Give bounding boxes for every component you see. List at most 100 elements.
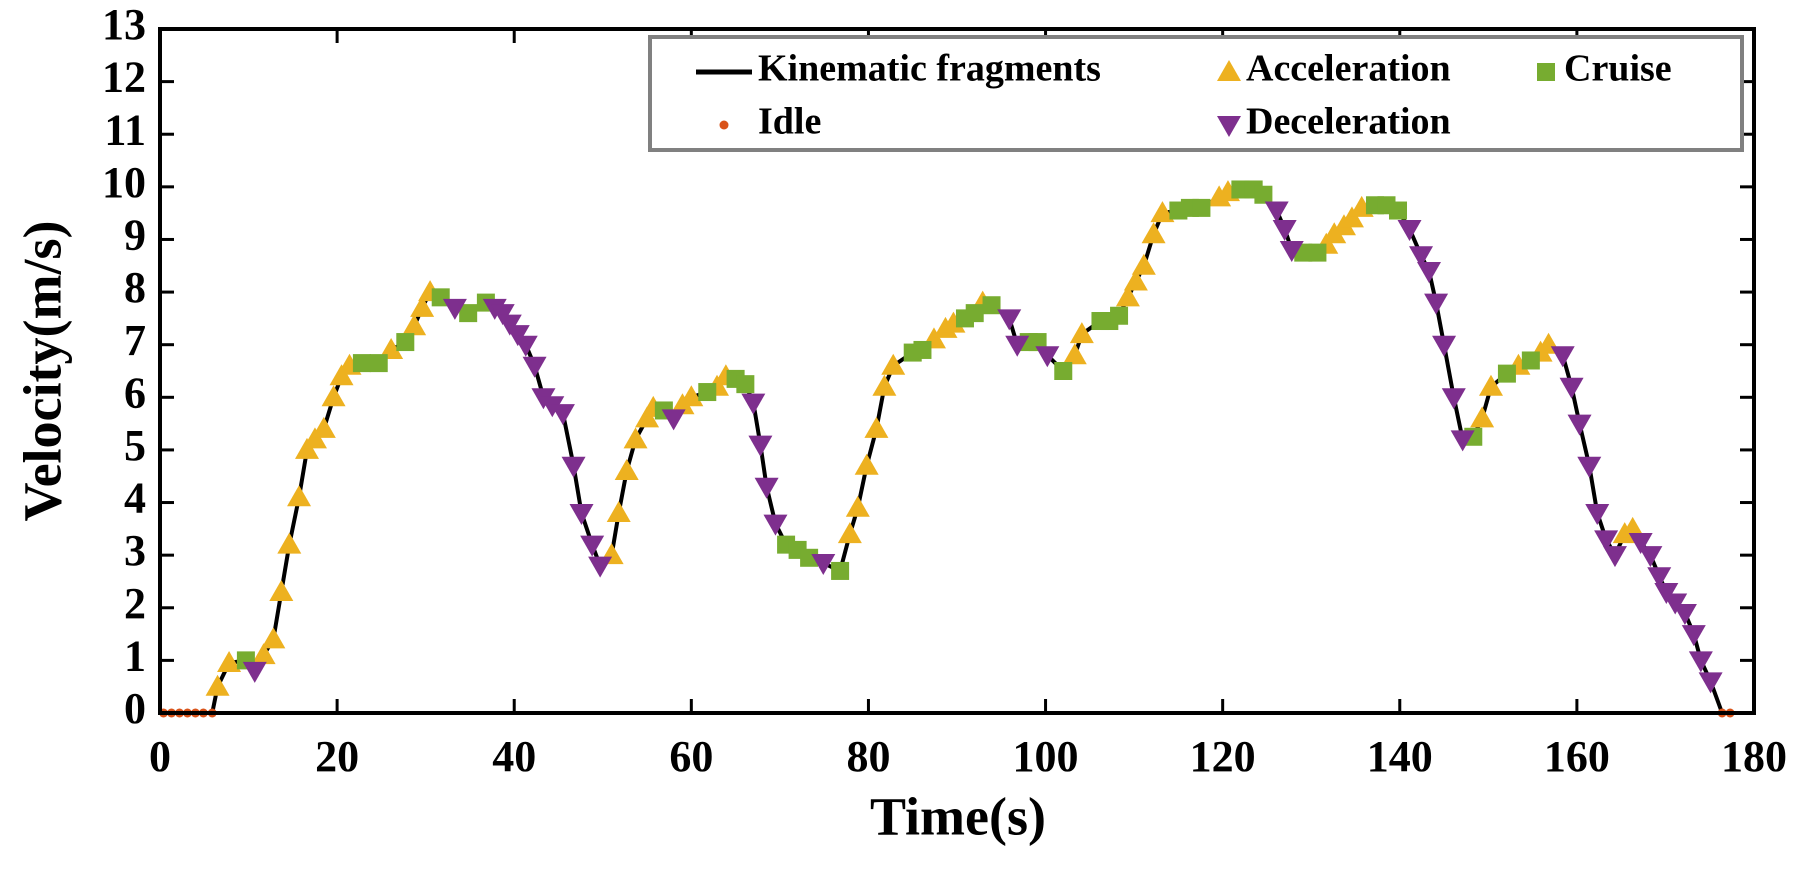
marker [997, 309, 1022, 331]
marker [588, 556, 613, 578]
y-tick-label: 3 [124, 526, 146, 575]
marker [837, 522, 862, 544]
x-axis-label: Time(s) [870, 786, 1046, 846]
marker [1397, 219, 1422, 241]
x-tick-label: 20 [315, 732, 359, 781]
legend-marker [1217, 116, 1241, 137]
y-tick-label: 13 [102, 0, 146, 49]
marker [569, 504, 594, 526]
legend-label: Kinematic fragments [758, 48, 1101, 90]
marker [1663, 593, 1688, 615]
marker [1115, 285, 1140, 307]
marker [369, 354, 388, 373]
marker [811, 554, 836, 576]
marker [410, 295, 435, 317]
marker [1647, 567, 1672, 589]
marker [913, 340, 932, 359]
marker [1308, 243, 1327, 262]
marker [635, 406, 660, 428]
marker [540, 396, 565, 418]
marker [269, 579, 294, 601]
marker [329, 364, 354, 386]
y-tick-label: 4 [124, 474, 146, 523]
marker [1594, 530, 1619, 552]
x-tick-label: 40 [492, 732, 536, 781]
legend-marker [1217, 60, 1241, 81]
marker [1559, 377, 1584, 399]
marker [1550, 346, 1575, 368]
marker [580, 535, 605, 557]
marker [941, 311, 966, 333]
marker [217, 651, 242, 673]
marker [1441, 388, 1466, 410]
y-tick-label: 7 [124, 316, 146, 365]
y-tick-label: 8 [124, 263, 146, 312]
legend-label: Cruise [1564, 48, 1672, 90]
marker [513, 335, 538, 357]
x-tick-label: 0 [149, 732, 171, 781]
legend-label: Deceleration [1246, 101, 1451, 143]
marker [1577, 456, 1602, 478]
marker [490, 304, 515, 326]
y-tick-label: 10 [102, 158, 146, 207]
marker [1035, 346, 1060, 368]
legend-marker [719, 120, 729, 130]
marker [1654, 582, 1679, 604]
y-tick-label: 9 [124, 211, 146, 260]
marker [1432, 335, 1457, 357]
marker [396, 333, 415, 352]
marker [277, 532, 302, 554]
marker [1264, 201, 1289, 223]
marker [321, 385, 346, 407]
marker [1672, 604, 1697, 626]
marker [982, 296, 1001, 315]
marker [295, 437, 320, 459]
marker [1141, 222, 1166, 244]
marker [1272, 219, 1297, 241]
marker [1567, 414, 1592, 436]
marker [754, 477, 779, 499]
marker [1681, 625, 1706, 647]
marker [661, 409, 686, 431]
marker [736, 375, 755, 394]
x-tick-label: 160 [1544, 732, 1610, 781]
marker [854, 453, 879, 475]
marker [1688, 651, 1713, 673]
marker [497, 314, 522, 336]
y-tick-label: 6 [124, 368, 146, 417]
x-tick-label: 100 [1013, 732, 1079, 781]
marker [261, 627, 286, 649]
marker [872, 374, 897, 396]
marker [1585, 504, 1610, 526]
marker [1602, 546, 1627, 568]
marker [1521, 351, 1540, 370]
marker [1110, 306, 1129, 325]
legend-marker [1537, 63, 1555, 81]
marker [1628, 533, 1653, 554]
marker [550, 404, 575, 426]
marker [831, 561, 850, 580]
marker [1254, 185, 1273, 204]
marker [1339, 206, 1364, 228]
marker [242, 661, 267, 683]
marker [1069, 322, 1094, 344]
marker [352, 354, 371, 373]
marker [311, 416, 336, 438]
x-tick-label: 80 [846, 732, 890, 781]
x-tick-label: 120 [1190, 732, 1256, 781]
marker [1417, 262, 1442, 284]
marker [845, 495, 870, 517]
marker [1409, 246, 1434, 268]
marker [402, 314, 427, 336]
marker [748, 435, 773, 457]
marker [522, 356, 547, 378]
y-tick-label: 5 [124, 421, 146, 470]
marker [1389, 201, 1408, 220]
marker [614, 458, 639, 480]
marker [698, 383, 717, 402]
marker [1698, 672, 1723, 694]
x-tick-label: 140 [1367, 732, 1433, 781]
marker [965, 304, 984, 323]
marker [1478, 374, 1503, 396]
